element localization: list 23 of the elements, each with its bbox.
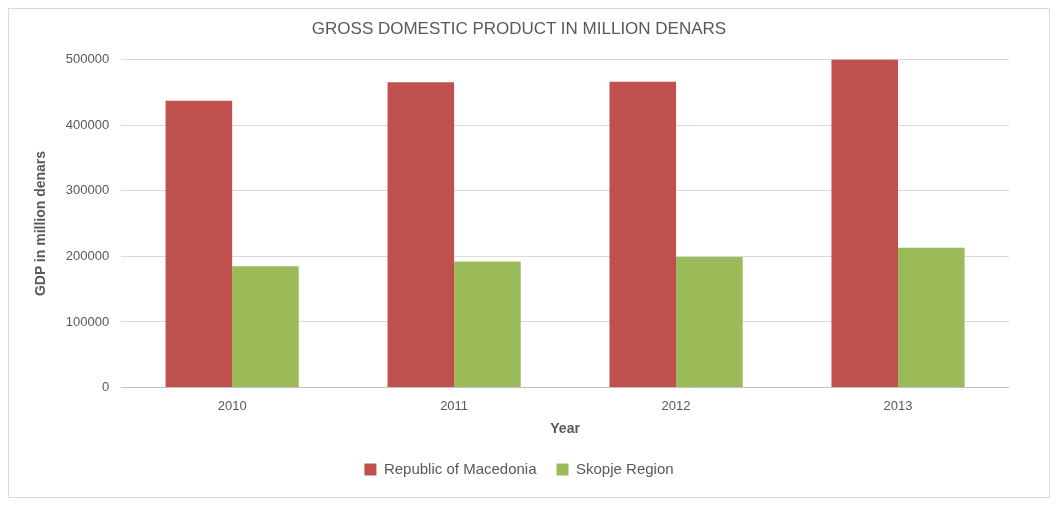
y-tick-label: 0: [101, 379, 110, 395]
chart-title: GROSS DOMESTIC PRODUCT IN MILLION DENARS: [311, 18, 727, 38]
y-tick-label: 500000: [65, 50, 110, 66]
legend-label: Skopje Region: [576, 459, 674, 477]
bar: [609, 81, 677, 388]
x-tick-label: 2010: [217, 397, 247, 413]
x-tick-label: 2012: [661, 397, 691, 413]
bar: [232, 266, 299, 388]
y-tick-label: 400000: [65, 116, 110, 132]
bar: [831, 59, 899, 388]
x-axis-title: Year: [550, 420, 581, 437]
y-tick-label: 200000: [65, 247, 110, 263]
y-tick-label: 100000: [65, 313, 110, 329]
bar: [676, 256, 743, 388]
bar: [454, 261, 521, 388]
bar: [387, 82, 455, 388]
x-tick-label: 2011: [440, 397, 469, 413]
legend-label: Republic of Macedonia: [383, 459, 538, 477]
bar: [165, 100, 233, 388]
y-axis-title: GDP in million denars: [32, 150, 49, 297]
x-tick-label: 2013: [883, 397, 913, 413]
bar: [898, 247, 965, 388]
y-tick-label: 300000: [65, 182, 110, 198]
